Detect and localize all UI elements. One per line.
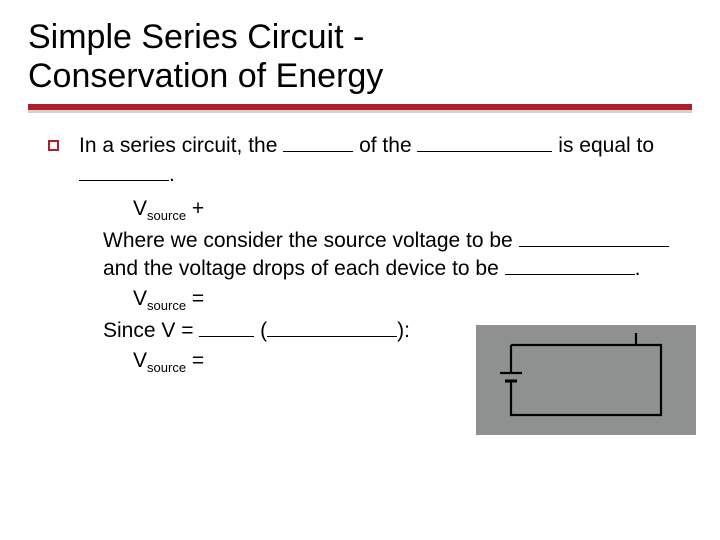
text-fragment: Since V = xyxy=(103,319,199,342)
bullet-text: In a series circuit, the of the is equal… xyxy=(79,132,692,189)
wire-path xyxy=(511,345,661,415)
text-fragment: of the xyxy=(353,134,417,157)
text-fragment: and the voltage drops of each device to … xyxy=(103,257,505,280)
blank xyxy=(283,132,353,152)
blank xyxy=(519,227,669,247)
text-fragment: = xyxy=(186,287,204,310)
text-fragment: ): xyxy=(397,319,410,342)
blank xyxy=(505,255,635,275)
subscript: source xyxy=(147,361,186,376)
blank xyxy=(267,317,397,337)
circuit-diagram xyxy=(476,325,696,435)
slide: Simple Series Circuit - Conservation of … xyxy=(0,0,720,540)
text-fragment: Where we consider the source voltage to … xyxy=(103,229,519,252)
blank xyxy=(199,317,254,337)
bullet-item: In a series circuit, the of the is equal… xyxy=(48,132,692,189)
text-fragment: = xyxy=(186,349,204,372)
title-line-1: Simple Series Circuit - xyxy=(28,18,364,56)
page-title: Simple Series Circuit - Conservation of … xyxy=(28,18,692,96)
circuit-svg xyxy=(476,325,696,435)
title-rule-shadow xyxy=(28,110,692,113)
text-fragment: is equal to xyxy=(552,134,654,157)
equation-line: Vsource = xyxy=(133,285,692,315)
var-v: V xyxy=(133,287,147,310)
title-line-2: Conservation of Energy xyxy=(28,57,383,95)
subscript: source xyxy=(147,208,186,223)
equation-line: Vsource + xyxy=(133,195,692,225)
subscript: source xyxy=(147,299,186,314)
title-rule xyxy=(28,104,692,114)
blank xyxy=(417,132,552,152)
where-clause: Where we consider the source voltage to … xyxy=(103,227,692,284)
text-fragment: + xyxy=(186,197,204,220)
text-fragment: . xyxy=(635,257,641,280)
circuit-wires xyxy=(500,333,661,415)
var-v: V xyxy=(133,197,147,220)
text-fragment: . xyxy=(169,163,175,186)
square-bullet-icon xyxy=(48,140,59,151)
var-v: V xyxy=(133,349,147,372)
blank xyxy=(79,161,169,181)
text-fragment: ( xyxy=(254,319,267,342)
text-fragment: In a series circuit, the xyxy=(79,134,283,157)
